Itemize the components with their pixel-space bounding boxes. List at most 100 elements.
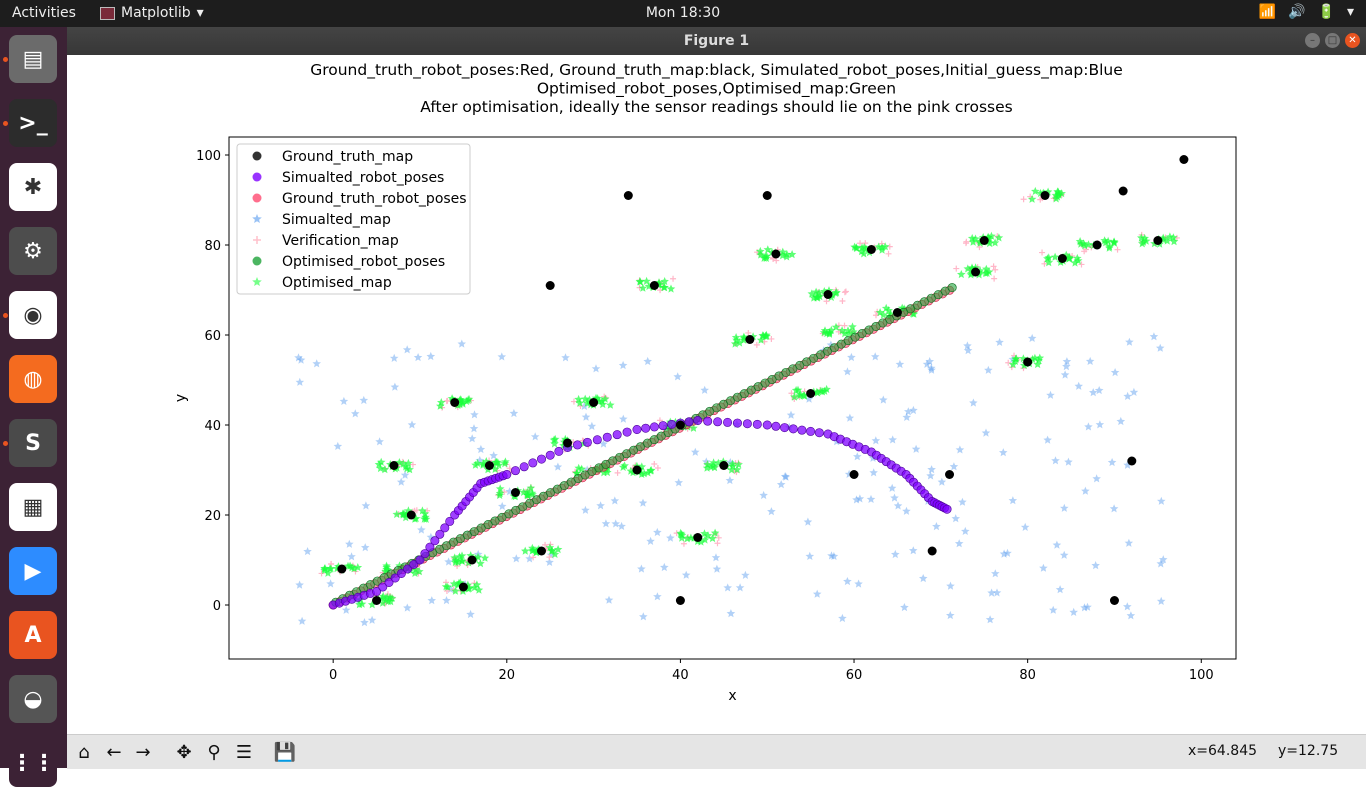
simulated-map-point xyxy=(726,458,735,467)
simulated-map-point xyxy=(375,437,384,446)
home-button[interactable]: ⌂ xyxy=(78,741,90,763)
dock-software-icon[interactable]: A xyxy=(9,611,57,659)
subplots-button[interactable]: ☰ xyxy=(235,741,253,763)
simulated-map-point xyxy=(360,618,369,627)
forward-button[interactable]: → xyxy=(135,741,151,763)
simulated-pose-point xyxy=(632,424,642,434)
y-coordinate-readout: y=12.75 xyxy=(1278,743,1339,759)
optimised-map-point xyxy=(714,458,723,467)
optimised-map-point xyxy=(637,462,647,471)
optimised-map-point xyxy=(793,385,803,394)
simulated-map-point xyxy=(1156,343,1165,352)
simulated-map-point xyxy=(1089,388,1098,397)
simulated-map-point xyxy=(509,408,519,418)
dock-firefox-icon[interactable]: ◍ xyxy=(9,355,57,403)
system-status-area[interactable]: 📶 🔊 🔋 ▾ xyxy=(1259,4,1354,20)
simulated-map-point xyxy=(1080,603,1089,612)
verification-map-point xyxy=(318,570,325,577)
optimised-map-point xyxy=(1034,355,1043,364)
simulated-map-point xyxy=(871,436,881,445)
optimised-map-point xyxy=(710,528,720,537)
simulated-pose-point xyxy=(713,417,723,427)
simulated-map-point xyxy=(297,616,307,625)
dock-slack-icon[interactable]: ✱ xyxy=(9,163,57,211)
simulated-pose-point xyxy=(752,419,762,429)
dock-settings-icon[interactable]: ⚙ xyxy=(9,227,57,275)
simulated-map-point xyxy=(890,493,899,502)
pan-button[interactable]: ✥ xyxy=(176,741,192,763)
ground-truth-map-point xyxy=(1092,240,1102,250)
optimised-map-point xyxy=(813,292,822,301)
simulated-map-point xyxy=(498,501,507,510)
maximize-button[interactable]: □ xyxy=(1325,33,1340,48)
simulated-map-point xyxy=(879,395,888,404)
chevron-down-icon: ▾ xyxy=(1346,4,1354,20)
zoom-button[interactable]: ⚲ xyxy=(207,741,221,763)
dock-files-icon[interactable]: ▤ xyxy=(9,35,57,83)
ground-truth-map-point xyxy=(450,398,460,407)
simulated-map-point xyxy=(992,588,1002,597)
optimised-map-point xyxy=(727,465,736,474)
optimised-map-point xyxy=(790,392,799,401)
dock-unknown-icon[interactable]: ◒ xyxy=(9,675,57,723)
chart-title-line: Ground_truth_robot_poses:Red, Ground_tru… xyxy=(310,61,1123,80)
ground-truth-map-point xyxy=(632,465,642,475)
dock-sublime-icon[interactable]: S xyxy=(9,419,57,467)
simulated-map-point xyxy=(888,435,897,444)
activities-button[interactable]: Activities xyxy=(12,5,76,21)
dock-zoom-icon[interactable]: ▶ xyxy=(9,547,57,595)
ground-truth-map-point xyxy=(389,461,399,470)
optimised-map-point xyxy=(480,553,490,562)
verification-map-point xyxy=(857,240,864,247)
optimised-map-point xyxy=(1027,194,1037,203)
optimised-map-point xyxy=(837,326,847,335)
scatter-chart[interactable]: Ground_truth_robot_poses:Red, Ground_tru… xyxy=(67,55,1366,734)
simulated-map-point xyxy=(553,462,563,471)
simulated-map-point xyxy=(961,526,970,535)
back-button[interactable]: ← xyxy=(106,741,122,763)
clock[interactable]: Mon 18:30 xyxy=(645,5,721,21)
simulated-map-point xyxy=(1055,585,1065,594)
minimize-button[interactable]: – xyxy=(1305,33,1320,48)
simulated-map-point xyxy=(444,557,453,566)
simulated-pose-point xyxy=(806,426,816,436)
optimised-map-point xyxy=(436,401,445,410)
simulated-pose-point xyxy=(942,504,952,514)
ground-truth-map-point xyxy=(1127,456,1137,466)
dock-show-apps-icon[interactable]: ⋮⋮ xyxy=(9,739,57,787)
optimised-map-point xyxy=(519,487,528,496)
simulated-map-point xyxy=(296,355,306,364)
optimised-map-point xyxy=(411,565,420,574)
simulated-map-point xyxy=(741,570,750,579)
verification-map-point xyxy=(1041,260,1048,267)
simulated-pose-point xyxy=(693,415,703,425)
optimised-map-point xyxy=(392,509,401,519)
optimised-map-point xyxy=(395,458,404,467)
simulated-map-point xyxy=(1092,474,1101,483)
simulated-map-point xyxy=(951,514,960,523)
simulated-map-point xyxy=(390,382,400,391)
dock-terminal-icon[interactable]: >_ xyxy=(9,99,57,147)
dock-writer-icon[interactable]: ▦ xyxy=(9,483,57,531)
x-tick-label: 40 xyxy=(672,668,689,683)
optimised-map-point xyxy=(971,234,980,243)
dock-chrome-icon[interactable]: ◉ xyxy=(9,291,57,339)
simulated-map-point xyxy=(925,357,934,366)
simulated-map-point xyxy=(999,549,1009,558)
optimised-map-point xyxy=(550,549,560,558)
simulated-map-point xyxy=(869,468,878,477)
close-button[interactable]: ✕ xyxy=(1345,33,1360,48)
simulated-map-point xyxy=(895,359,905,369)
simulated-map-point xyxy=(646,536,655,545)
save-button[interactable]: 💾 xyxy=(273,741,297,763)
simulated-map-point xyxy=(396,477,406,486)
optimised-map-point xyxy=(1162,236,1172,245)
window-titlebar[interactable]: Figure 1 – □ ✕ xyxy=(67,27,1366,55)
simulated-map-point xyxy=(900,603,909,612)
figure-canvas[interactable]: Ground_truth_robot_poses:Red, Ground_tru… xyxy=(67,55,1366,734)
optimised-map-point xyxy=(840,329,849,338)
simulated-map-point xyxy=(946,611,955,620)
verification-map-point xyxy=(1039,249,1046,256)
app-menu[interactable]: Matplotlib ▾ xyxy=(100,5,204,21)
verification-map-point xyxy=(680,540,687,547)
